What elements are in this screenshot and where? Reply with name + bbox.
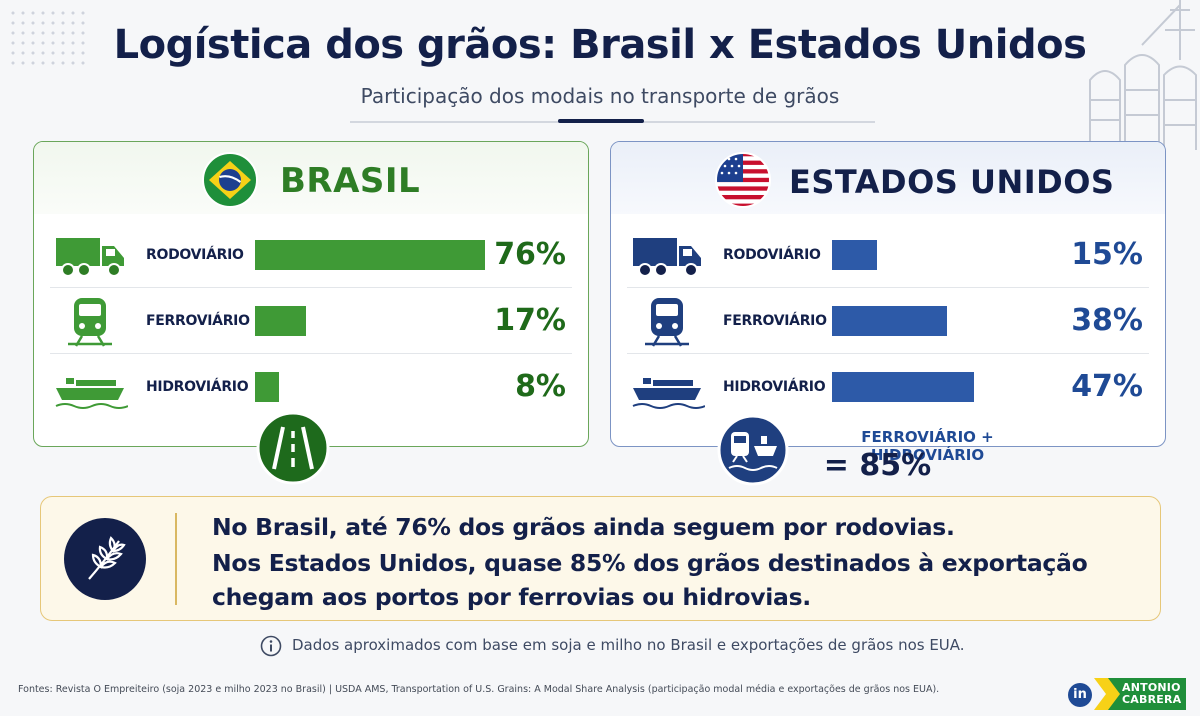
us-value-rodoviario: 15% <box>1071 237 1143 272</box>
brasil-bar-hidroviario <box>255 372 280 402</box>
truck-icon <box>633 238 701 277</box>
train-icon <box>645 298 689 347</box>
brand-arrow-icon <box>1094 678 1186 710</box>
ship-icon <box>632 378 705 409</box>
us-bar-hidroviario <box>832 372 975 402</box>
us-bar-ferroviario <box>832 306 947 336</box>
info-icon <box>260 635 282 657</box>
ship-icon <box>55 378 128 409</box>
brasil-row-hidroviario: HIDROVIÁRIO 8% <box>34 354 588 420</box>
us-combined-value: = 85% <box>823 448 932 483</box>
summary-callout: No Brasil, até 76% dos grãos ainda segue… <box>40 496 1161 621</box>
us-combined-label: FERROVIÁRIO + HIDROVIÁRIO <box>861 428 994 464</box>
us-row-hidroviario: HIDROVIÁRIO 47% <box>611 354 1165 420</box>
brasil-row-ferroviario: FERROVIÁRIO 17% <box>34 288 588 354</box>
us-label-hidroviario: HIDROVIÁRIO <box>723 379 826 395</box>
us-value-ferroviario: 38% <box>1071 303 1143 338</box>
brasil-value-hidroviario: 8% <box>515 369 566 404</box>
callout-line-2: Nos Estados Unidos, quase 85% dos grãos … <box>212 549 1088 577</box>
us-label-rodoviario: RODOVIÁRIO <box>723 247 821 263</box>
brand-name-line-1: ANTONIO <box>1122 681 1181 694</box>
us-value-hidroviario: 47% <box>1071 369 1143 404</box>
brand-name-line-2: CABRERA <box>1122 693 1182 706</box>
brand-name: ANTONIO CABRERA <box>1122 682 1181 706</box>
callout-line-1: No Brasil, até 76% dos grãos ainda segue… <box>212 513 955 541</box>
brasil-value-rodoviario: 76% <box>494 237 566 272</box>
us-label-ferroviario: FERROVIÁRIO <box>723 313 827 329</box>
brasil-panel-header: BRASIL <box>34 142 588 214</box>
us-row-ferroviario: FERROVIÁRIO 38% <box>611 288 1165 354</box>
linkedin-icon[interactable]: in <box>1068 683 1092 707</box>
train-ship-icon <box>717 414 789 486</box>
page-title: Logística dos grãos: Brasil x Estados Un… <box>113 22 1087 68</box>
brasil-value-ferroviario: 17% <box>494 303 566 338</box>
truck-icon <box>56 238 124 277</box>
sources-footnote: Fontes: Revista O Empreiteiro (soja 2023… <box>18 684 940 695</box>
brasil-label-hidroviario: HIDROVIÁRIO <box>146 379 249 395</box>
page-subtitle: Participação dos modais no transporte de… <box>360 84 840 108</box>
brasil-bar-ferroviario <box>255 306 307 336</box>
callout-line-3: chegam aos portos por ferrovias ou hidro… <box>212 583 811 611</box>
brazil-flag-icon <box>202 152 258 208</box>
callout-divider <box>175 513 177 605</box>
estados-unidos-panel-header: ESTADOS UNIDOS <box>611 142 1165 214</box>
author-badge[interactable]: in ANTONIO CABRERA <box>1064 676 1190 712</box>
brasil-bar-rodoviario <box>255 240 485 270</box>
subtitle-accent <box>558 119 644 123</box>
train-icon <box>68 298 112 347</box>
usa-flag-icon <box>715 152 771 208</box>
brasil-label-ferroviario: FERROVIÁRIO <box>146 313 250 329</box>
brasil-title: BRASIL <box>280 161 421 201</box>
data-note: Dados aproximados com base em soja e mil… <box>292 636 965 654</box>
brasil-panel: BRASIL RODOVIÁRIO 76% FERROVIÁRIO 17% <box>33 141 589 447</box>
brasil-row-rodoviario: RODOVIÁRIO 76% <box>34 222 588 288</box>
road-icon <box>256 411 330 485</box>
us-bar-rodoviario <box>832 240 878 270</box>
wheat-icon <box>64 518 146 600</box>
brasil-label-rodoviario: RODOVIÁRIO <box>146 247 244 263</box>
decorative-dots <box>8 8 88 68</box>
estados-unidos-panel: ESTADOS UNIDOS RODOVIÁRIO 15% FERROVIÁRI… <box>610 141 1166 447</box>
estados-unidos-title: ESTADOS UNIDOS <box>789 163 1115 201</box>
silos-icon <box>1089 0 1197 150</box>
us-row-rodoviario: RODOVIÁRIO 15% <box>611 222 1165 288</box>
